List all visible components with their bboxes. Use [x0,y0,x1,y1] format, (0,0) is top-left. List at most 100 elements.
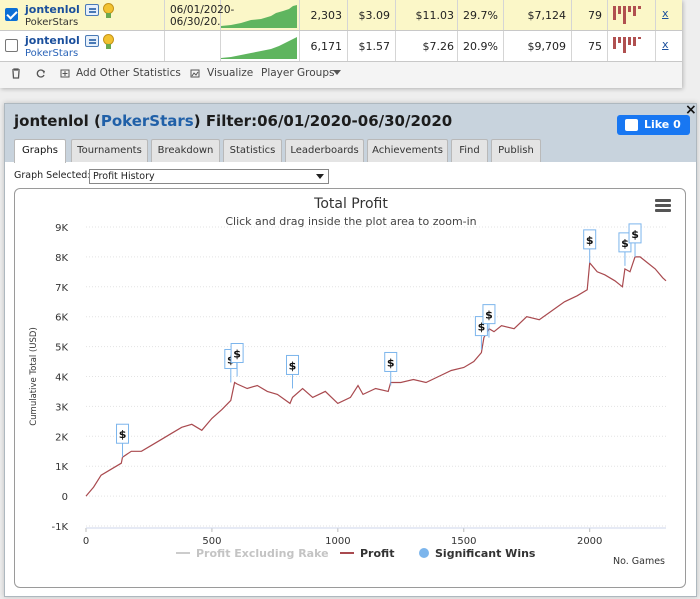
tab-achievements[interactable]: Achievements [367,139,448,162]
award-badge-icon[interactable] [103,34,114,49]
profit-sparkline [221,5,297,28]
significant-win-flag [384,351,398,372]
dialog-title: jontenlol (PokerStars) Filter:06/01/2020… [14,112,453,130]
profit-sparkline [221,37,297,59]
significant-win-flag [628,223,642,244]
row-checkbox[interactable] [5,39,18,52]
significant-win-flag [230,343,244,363]
table-row[interactable]: jontenlol PokerStars 6,171 $1.57 $7.26 2… [0,31,682,62]
x-tick-label: 500 [202,536,221,547]
dialog-header: jontenlol (PokerStars) Filter:06/01/2020… [5,102,697,163]
chart-menu-icon[interactable] [655,199,671,212]
date-to: 06/30/20. [170,16,221,28]
y-tick-label: 2K [55,432,68,443]
add-other-statistics-button[interactable]: Add Other Statistics [76,67,181,79]
bars-cell [608,31,656,61]
stat-value-2: $11.03 [415,9,455,22]
chevron-down-icon [316,174,324,179]
title-filter: Filter:06/01/2020-06/30/2020 [205,112,453,130]
graph-cell [221,31,300,61]
y-tick-label: 1K [55,462,68,473]
hands-cell [300,0,348,30]
x-tick-label: 1000 [325,536,350,547]
player-name-link[interactable]: jontenlol [25,3,80,16]
significant-win-label: $ [621,237,629,250]
winnings-value: $9,709 [527,40,567,53]
significant-win-label: $ [631,228,639,241]
legend-excluding-rake: Profit Excluding Rake [196,547,329,560]
visualize-button[interactable]: Visualize [207,67,254,79]
significant-win-label: $ [485,309,493,322]
trash-icon[interactable] [11,68,21,79]
percentage-value: 29.7% [463,9,498,22]
significant-win-flag [482,304,496,325]
score-cell [572,0,608,30]
title-site-link[interactable]: PokerStars [100,112,194,130]
facebook-like-button[interactable]: Like 0 [617,115,690,135]
tab-leaderboards[interactable]: Leaderboards [285,139,364,162]
stat-cell-1 [348,0,396,30]
tab-publish[interactable]: Publish [491,139,541,162]
x-tick-label: 0 [83,536,89,547]
percentage-value: 20.9% [463,40,498,53]
winnings-cell [504,31,572,61]
refresh-icon[interactable] [36,68,46,79]
winnings-cell [504,0,572,30]
like-label: Like 0 [644,118,681,131]
significant-win-flag [583,229,597,250]
tab-tournaments[interactable]: Tournaments [71,139,148,162]
table-row[interactable]: jontenlol PokerStars 06/01/2020- 06/30/20… [0,0,682,31]
graph-selected-label: Graph Selected: [14,170,91,181]
row-checkbox[interactable] [5,8,18,21]
significant-win-label: $ [387,356,395,369]
chart-subtitle: Click and drag inside the plot area to z… [225,215,476,228]
y-axis-label: Cumulative Total (USD) [29,327,39,426]
stat-cell-2 [396,31,458,61]
significant-win-label: $ [119,428,127,441]
pct-cell [458,0,504,30]
table-toolbar: Add Other Statistics Visualize Player Gr… [0,62,682,88]
score-value: 79 [588,9,602,22]
tab-find[interactable]: Find [451,139,488,162]
score-value: 75 [588,40,602,53]
tab-statistics[interactable]: Statistics [223,139,282,162]
site-name-link[interactable]: PokerStars [25,48,79,59]
bars-cell [608,0,656,30]
graph-cell [221,0,300,30]
hands-value: 6,171 [310,40,343,53]
y-tick-label: 0 [62,492,68,503]
player-groups-dropdown[interactable]: Player Groups [261,67,335,79]
award-badge-icon[interactable] [103,3,114,18]
y-tick-label: 5K [55,343,68,354]
site-name: PokerStars [25,17,79,28]
tab-breakdown[interactable]: Breakdown [151,139,220,162]
x-axis-label: No. Games [613,556,665,567]
remove-row-link[interactable]: x [662,7,669,20]
player-name-link[interactable]: jontenlol [25,34,80,47]
profit-chart[interactable]: Total Profit Click and drag inside the pl… [15,189,687,589]
bar-mini-chart [613,37,641,53]
close-icon[interactable]: × [685,102,697,118]
stat-cell-1 [348,31,396,61]
graph-select-dropdown[interactable]: Profit History [89,169,329,184]
x-tick-label: 2000 [577,536,602,547]
stat-value-2: $7.26 [422,40,455,53]
tab-graphs[interactable]: Graphs [14,139,66,163]
notes-icon[interactable] [85,4,99,16]
player-cell [0,0,165,30]
significant-win-label: $ [586,234,594,247]
remove-row-link[interactable]: x [662,38,669,51]
y-tick-label: 7K [55,283,68,294]
winnings-value: $7,124 [527,9,567,22]
title-player: jontenlol [14,112,89,130]
chevron-down-icon [333,70,341,75]
profit-series-line [85,256,667,497]
notes-icon[interactable] [85,35,99,47]
y-tick-label: -1K [51,522,68,533]
score-cell [572,31,608,61]
add-stats-icon [60,69,70,78]
hands-cell [300,31,348,61]
significant-win-flag [116,423,130,444]
significant-win-label: $ [289,359,297,372]
chart-container[interactable]: Total Profit Click and drag inside the pl… [14,188,686,588]
